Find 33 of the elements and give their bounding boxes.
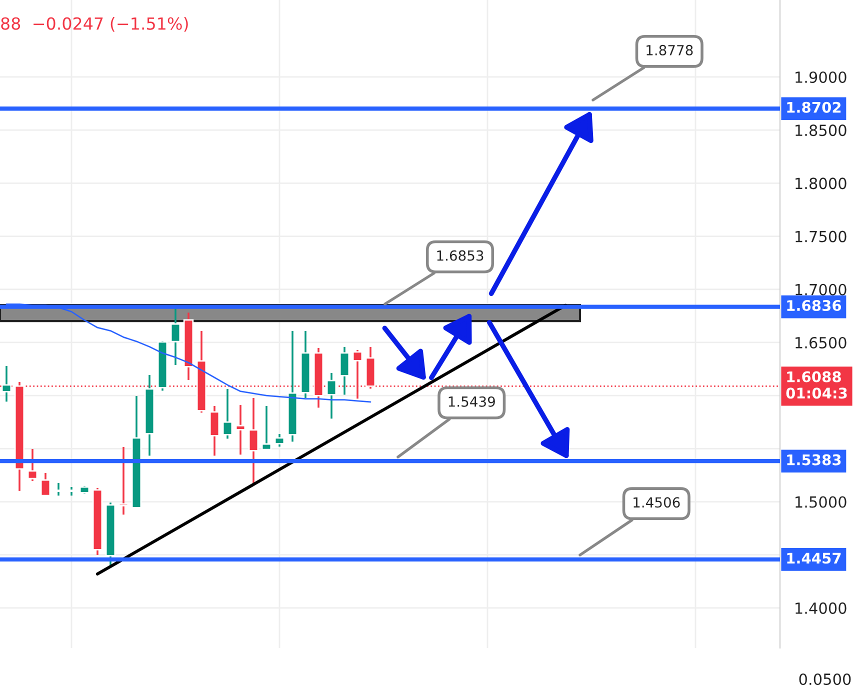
candlestick [222, 388, 233, 440]
ref-line-label: 1.8702 [787, 102, 841, 113]
annotation: 1.4506 [634, 497, 680, 508]
annotation: 1.5439 [448, 396, 495, 407]
candlestick [27, 448, 38, 482]
candlestick [326, 372, 337, 420]
y-tick-label: 1.7000 [796, 284, 846, 296]
candlestick [40, 472, 51, 497]
candlestick [170, 306, 181, 366]
y-tick-label: 1.8000 [796, 178, 846, 190]
y-tick-label: 1.7500 [796, 230, 846, 242]
ref-line-label: 1.6836 [787, 300, 842, 312]
y-tick-label: 1.4000 [796, 602, 846, 614]
candlestick [261, 405, 272, 451]
ref-line-label: 1.5383 [787, 454, 841, 466]
annotation: 88 −0.0247 (−1.51%) [1, 16, 188, 32]
candlestick [352, 349, 363, 400]
ref-line-label: 1.4457 [787, 552, 841, 564]
annotation: 1.8778 [646, 44, 693, 56]
candlestick [209, 405, 220, 457]
annotation: 1.6853 [437, 250, 484, 261]
candlestick [1, 365, 12, 403]
candlestick [274, 433, 285, 448]
candlestick [248, 397, 259, 484]
y-tick-label: 1.5000 [796, 496, 846, 508]
y-tick-label: 1.9000 [796, 71, 846, 84]
candlestick [118, 446, 129, 516]
text: 0.0500 [799, 673, 851, 686]
candlestick [235, 404, 246, 456]
y-tick-label: 1.6500 [796, 336, 846, 348]
ref-line-label: 1.6088 01:04:3 [786, 371, 847, 399]
y-tick-label: 1.8500 [796, 124, 846, 136]
candlestick [339, 346, 350, 396]
